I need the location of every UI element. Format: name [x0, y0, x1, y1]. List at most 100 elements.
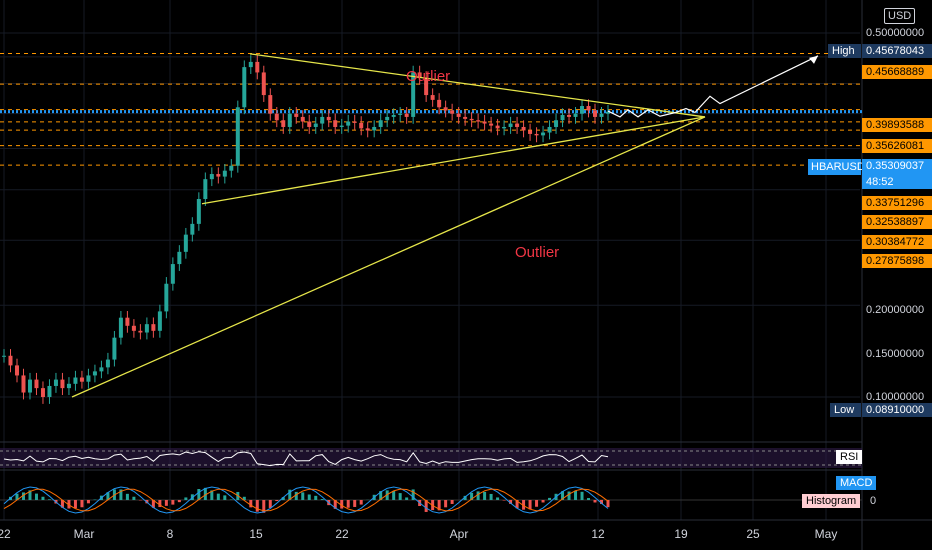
candle-body [294, 113, 299, 117]
candle-body [378, 120, 383, 127]
candle-body [502, 126, 507, 129]
histogram-bar [548, 497, 552, 500]
histogram-bar [574, 490, 578, 500]
candle-body [580, 106, 585, 114]
histogram-bar [411, 489, 415, 500]
candle-body [606, 111, 610, 114]
histogram-bar [593, 500, 597, 503]
histogram-bar [424, 500, 428, 512]
histogram-bar [405, 497, 409, 500]
candle-body [482, 121, 487, 124]
histogram-bar [340, 500, 344, 509]
histogram-bar [288, 489, 292, 500]
candle-body [560, 114, 565, 121]
candle-body [209, 174, 214, 180]
histogram-bar [535, 500, 539, 507]
histogram-bar [307, 494, 311, 500]
rsi-legend[interactable]: RSI [836, 450, 863, 464]
candle-body [131, 325, 136, 331]
histogram-bar [184, 497, 188, 500]
level-price-label: 0.30384772 [862, 235, 932, 249]
macd-line [3, 486, 609, 514]
histogram-bar [392, 490, 396, 500]
candle-body [79, 377, 84, 382]
rsi-band [0, 448, 862, 468]
candle-body [456, 113, 461, 117]
candle-body [372, 126, 377, 131]
histogram-bar [515, 500, 519, 509]
candle-body [274, 113, 279, 121]
histogram-bar [86, 500, 90, 504]
histogram-bar [73, 500, 77, 509]
candle-body [385, 116, 390, 121]
candle-body [521, 126, 526, 131]
candle-body [437, 99, 442, 108]
candle-body [508, 123, 513, 127]
histogram-bar [314, 495, 318, 500]
candle-body [235, 107, 240, 166]
histogram-bar [34, 493, 38, 500]
candle-body [430, 95, 435, 100]
candle-body [151, 324, 156, 331]
projection-arrowhead [809, 55, 818, 64]
histogram-bar [320, 499, 324, 500]
x-tick-label: 19 [674, 527, 688, 541]
histogram-bar [587, 498, 591, 500]
candle-body [138, 330, 143, 333]
candle-body [268, 95, 273, 114]
current-symbol-tag[interactable]: HBARUSD [808, 159, 865, 175]
candle-body [2, 355, 6, 357]
candle-body [281, 120, 286, 127]
histogram-bar [158, 500, 162, 508]
candle-body [352, 121, 357, 123]
candle-body [144, 324, 149, 333]
resistance-trendline [249, 53, 706, 118]
histogram-bar [15, 493, 19, 500]
candle-body [313, 123, 318, 127]
outlier-annotation[interactable]: Outlier [406, 68, 451, 85]
candle-body [248, 61, 253, 68]
histogram-bar [21, 492, 25, 500]
candle-body [534, 133, 539, 136]
currency-label[interactable]: USD [884, 8, 916, 24]
level-price-label: 0.39893588 [862, 118, 932, 132]
candle-body [8, 355, 13, 366]
histogram-bar [444, 500, 448, 508]
histogram-bar [541, 500, 545, 503]
candle-body [216, 174, 221, 177]
rsi-line [3, 451, 609, 467]
candle-body [14, 365, 19, 376]
candle-body [21, 375, 26, 393]
histogram-bar [567, 491, 571, 500]
candle-body [320, 116, 325, 124]
candle-body [443, 107, 448, 111]
macd-legend[interactable]: MACD [836, 476, 877, 490]
histogram-bar [476, 491, 480, 500]
outlier-annotation[interactable]: Outlier [515, 244, 560, 261]
candle-body [333, 120, 338, 127]
level-price-label: 0.33751296 [862, 196, 932, 210]
long-term-trendline [71, 116, 706, 398]
x-tick-label: 22 [0, 527, 11, 541]
candle-body [326, 116, 331, 121]
histogram-legend[interactable]: Histogram [802, 494, 861, 508]
candle-body [593, 110, 598, 117]
candle-body [573, 113, 578, 117]
histogram-bar [242, 496, 246, 500]
histogram-bar [509, 500, 513, 504]
candle-body [528, 130, 533, 134]
histogram-bar [470, 492, 474, 500]
x-tick-label: May [814, 527, 838, 541]
histogram-bar [255, 500, 259, 512]
projection-path [607, 55, 819, 118]
level-price-label: 0.45668889 [862, 65, 932, 79]
candle-body [495, 125, 500, 129]
current-price-label: 0.35309037 [862, 159, 932, 175]
histogram-bar [223, 495, 227, 500]
histogram-bar [80, 500, 84, 508]
candle-body [40, 388, 45, 397]
histogram-bar [60, 500, 64, 508]
x-tick-label: 12 [591, 527, 605, 541]
candle-body [567, 114, 572, 117]
